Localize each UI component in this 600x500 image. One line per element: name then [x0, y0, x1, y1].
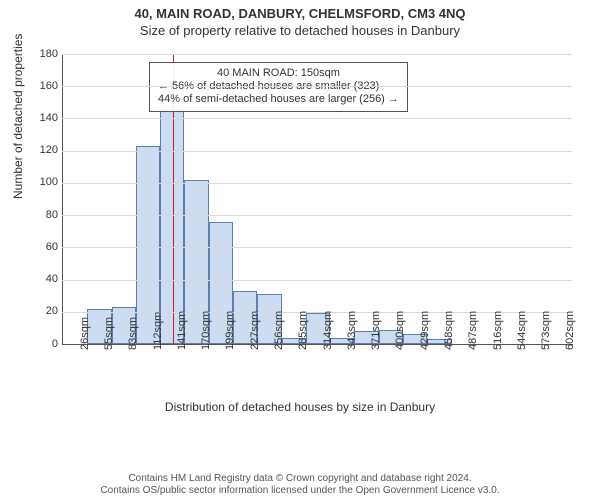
x-tick-label: 400sqm — [394, 311, 406, 350]
chart-container: Number of detached properties 40 MAIN RO… — [0, 46, 600, 446]
footer-line-2: Contains OS/public sector information li… — [0, 485, 600, 497]
x-tick-label: 458sqm — [443, 311, 455, 350]
y-tick-label: 160 — [28, 80, 58, 92]
x-axis-label: Distribution of detached houses by size … — [0, 400, 600, 414]
y-tick-label: 120 — [28, 144, 58, 156]
callout-line: 40 MAIN ROAD: 150sqm — [158, 67, 399, 80]
grid-line — [62, 86, 572, 87]
footer-line-1: Contains HM Land Registry data © Crown c… — [0, 473, 600, 485]
plot-area: 40 MAIN ROAD: 150sqm← 56% of detached ho… — [62, 54, 573, 345]
x-tick-label: 573sqm — [540, 311, 552, 350]
x-tick-label: 285sqm — [297, 311, 309, 350]
y-tick-label: 100 — [28, 176, 58, 188]
grid-line — [62, 183, 572, 184]
grid-line — [62, 247, 572, 248]
y-tick-label: 180 — [28, 48, 58, 60]
x-tick-label: 343sqm — [346, 311, 358, 350]
callout-line: 44% of semi-detached houses are larger (… — [158, 93, 399, 106]
y-tick-label: 140 — [28, 112, 58, 124]
y-axis-label: Number of detached properties — [11, 34, 25, 199]
x-tick-label: 26sqm — [79, 317, 91, 350]
x-tick-label: 602sqm — [564, 311, 576, 350]
x-tick-label: 256sqm — [273, 311, 285, 350]
y-tick-label: 0 — [28, 338, 58, 350]
x-tick-label: 55sqm — [103, 317, 115, 350]
x-tick-label: 112sqm — [152, 312, 164, 350]
y-tick-label: 60 — [28, 241, 58, 253]
chart-title-address: 40, MAIN ROAD, DANBURY, CHELMSFORD, CM3 … — [0, 6, 600, 21]
x-tick-label: 487sqm — [467, 311, 479, 350]
grid-line — [62, 118, 572, 119]
x-tick-label: 544sqm — [516, 311, 528, 350]
x-tick-label: 516sqm — [492, 311, 504, 350]
x-tick-label: 170sqm — [200, 311, 212, 350]
x-tick-label: 199sqm — [224, 311, 236, 350]
x-tick-label: 314sqm — [322, 311, 334, 350]
grid-line — [62, 215, 572, 216]
grid-line — [62, 280, 572, 281]
x-tick-label: 83sqm — [127, 317, 139, 350]
x-tick-label: 371sqm — [370, 311, 382, 350]
grid-line — [62, 54, 572, 55]
grid-line — [62, 151, 572, 152]
x-tick-label: 227sqm — [249, 311, 261, 350]
x-tick-label: 429sqm — [419, 311, 431, 350]
y-tick-label: 80 — [28, 209, 58, 221]
y-tick-label: 40 — [28, 273, 58, 285]
chart-title-subtitle: Size of property relative to detached ho… — [0, 23, 600, 38]
y-tick-label: 20 — [28, 305, 58, 317]
x-tick-label: 141sqm — [176, 311, 188, 350]
footer-attribution: Contains HM Land Registry data © Crown c… — [0, 473, 600, 496]
